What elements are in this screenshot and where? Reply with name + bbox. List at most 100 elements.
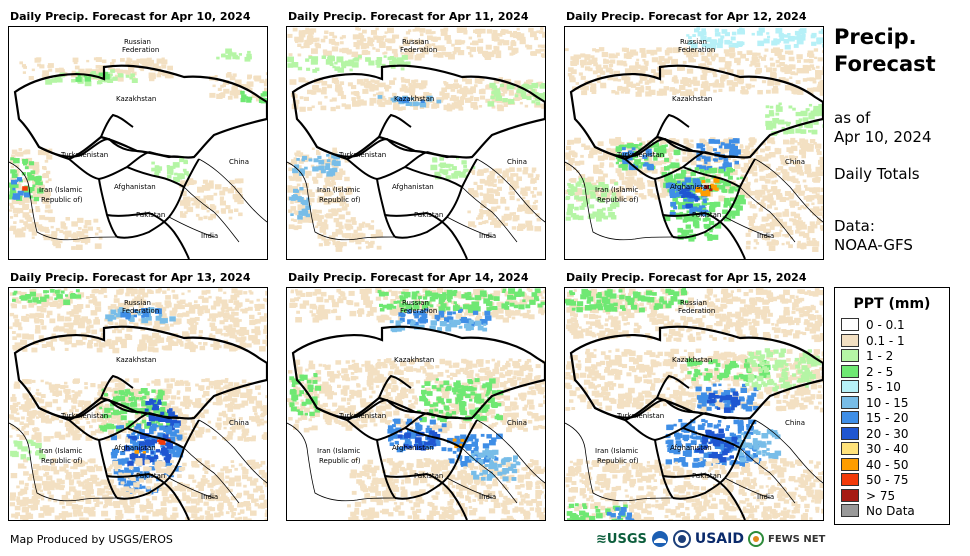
precip-cell [329,168,333,171]
precip-cell [497,175,501,179]
precip-cell [129,392,134,396]
precip-cell [93,57,98,61]
precip-cell [26,416,33,422]
precip-cell [689,192,694,195]
precip-cell [224,384,230,389]
precip-cell [377,95,383,99]
precip-cell [216,399,223,405]
precip-cell [117,308,125,315]
precip-cell [118,390,125,395]
precip-cell [146,405,153,411]
precip-cell [62,231,67,235]
precip-cell [241,379,247,384]
precip-cell [598,170,604,175]
precip-cell [238,331,245,337]
precip-cell [806,77,811,81]
precip-cell [593,57,598,62]
precip-cell [155,337,162,343]
precip-cell [164,403,171,409]
precip-cell [141,308,149,314]
precip-cell [572,56,580,63]
precip-cell [38,413,45,418]
precip-cell [81,406,89,412]
precip-cell [750,163,756,168]
precip-cell [722,209,728,215]
precip-cell [609,163,614,168]
precip-cell [509,32,516,38]
precip-cell [520,36,526,41]
precip-cell [71,343,77,348]
precip-cell [461,160,467,165]
precip-cell [613,54,618,59]
precip-cell [165,302,172,308]
precip-cell [225,309,230,313]
precip-cell [543,49,545,53]
precip-cell [221,53,226,58]
precip-cell [222,392,226,396]
precip-cell [234,208,239,212]
precip-cell [120,408,128,415]
precip-cell [251,328,257,334]
precip-cell [52,239,59,245]
precip-cell [129,318,135,322]
precip-cell [199,430,204,435]
precip-cell [327,190,331,193]
precip-cell [323,219,328,223]
precip-cell [46,315,50,318]
precip-cell [702,198,707,202]
precip-cell [118,288,124,293]
precip-cell [718,39,724,44]
precip-cell [324,30,329,34]
precip-cell [502,98,508,103]
precip-cell [195,213,200,217]
precip-cell [467,210,471,214]
precip-cell [203,215,208,220]
precip-cell [229,427,234,430]
precip-cell [480,172,484,176]
precip-cell [215,303,220,307]
precip-cell [167,409,172,414]
precip-cell [300,200,306,205]
precip-cell [305,80,309,84]
precip-cell [667,56,673,61]
precip-cell [337,172,343,177]
precip-cell [174,382,180,386]
precip-cell [796,243,804,249]
precip-cell [180,343,184,347]
precip-cell [241,94,247,99]
precip-cell [684,177,692,183]
precip-cell [492,29,498,34]
precip-cell [171,395,177,400]
precip-cell [60,74,68,81]
precip-cell [97,402,104,407]
precip-cell [362,38,367,42]
precip-cell [42,71,49,77]
precip-cell [104,407,111,413]
precip-cell [312,38,318,43]
precip-cell [567,72,573,77]
precip-cell [501,85,509,92]
precip-cell [463,164,467,168]
precip-cell [71,397,78,403]
precip-cell [513,31,517,35]
precip-cell [36,299,42,304]
precip-cell [121,327,125,331]
precip-cell [358,223,365,228]
precip-cell [790,137,796,142]
precip-cell [702,174,709,180]
precip-cell [338,168,343,172]
precip-cell [822,210,823,214]
precip-cell [741,89,749,95]
precip-cell [161,64,167,69]
precip-cell [146,57,152,62]
precip-cell [789,196,794,200]
precip-cell [814,56,818,60]
precip-cell [635,87,639,90]
precip-cell [335,246,343,252]
precip-cell [25,294,32,299]
precip-cell [336,240,341,244]
precip-cell [707,61,712,66]
precip-cell [457,99,464,106]
precip-cell [146,422,152,426]
precip-cell [294,152,298,156]
